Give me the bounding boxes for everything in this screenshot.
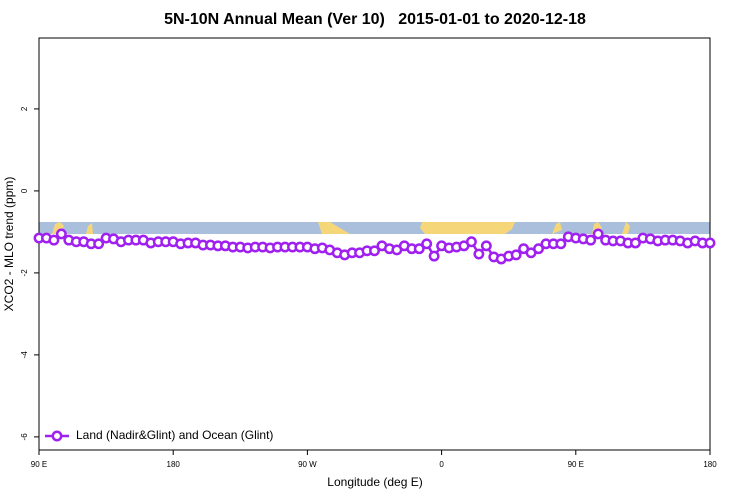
- chart-title: 5N-10N Annual Mean (Ver 10) 2015-01-01 t…: [164, 11, 586, 28]
- point: [533, 243, 544, 255]
- y-tick-label: 0: [20, 188, 29, 193]
- point: [629, 237, 641, 249]
- legend-label: Land (Nadir&Glint) and Ocean (Glint): [76, 428, 273, 442]
- x-tick-label: 90 W: [298, 460, 317, 469]
- point: [421, 238, 433, 250]
- x-tick-label: 0: [439, 460, 444, 469]
- ocean-band: [39, 222, 710, 234]
- x-tick-label: 90 E: [31, 460, 47, 469]
- y-axis-label: XCO2 - MLO trend (ppm): [2, 177, 16, 312]
- point: [480, 240, 492, 252]
- map-band: [39, 222, 710, 234]
- point: [465, 236, 477, 248]
- x-tick-label: 180: [703, 460, 717, 469]
- point: [93, 238, 105, 250]
- point: [585, 234, 597, 246]
- x-tick-label: 90 E: [568, 460, 584, 469]
- point: [413, 243, 425, 255]
- point: [428, 250, 440, 262]
- y-tick-label: -2: [20, 269, 29, 277]
- x-tick-label: 180: [167, 460, 181, 469]
- x-axis-label: Longitude (deg E): [327, 475, 422, 489]
- point: [369, 245, 380, 257]
- point: [510, 249, 522, 261]
- point: [55, 228, 67, 240]
- point: [555, 238, 567, 250]
- legend-marker: [51, 430, 63, 442]
- point: [704, 237, 716, 249]
- y-tick-label: -4: [20, 351, 29, 359]
- point: [473, 248, 485, 260]
- point: [592, 228, 604, 240]
- point: [48, 234, 60, 246]
- land: [52, 222, 630, 234]
- y-tick-label: 2: [20, 106, 29, 111]
- y-tick-label: -6: [20, 433, 29, 441]
